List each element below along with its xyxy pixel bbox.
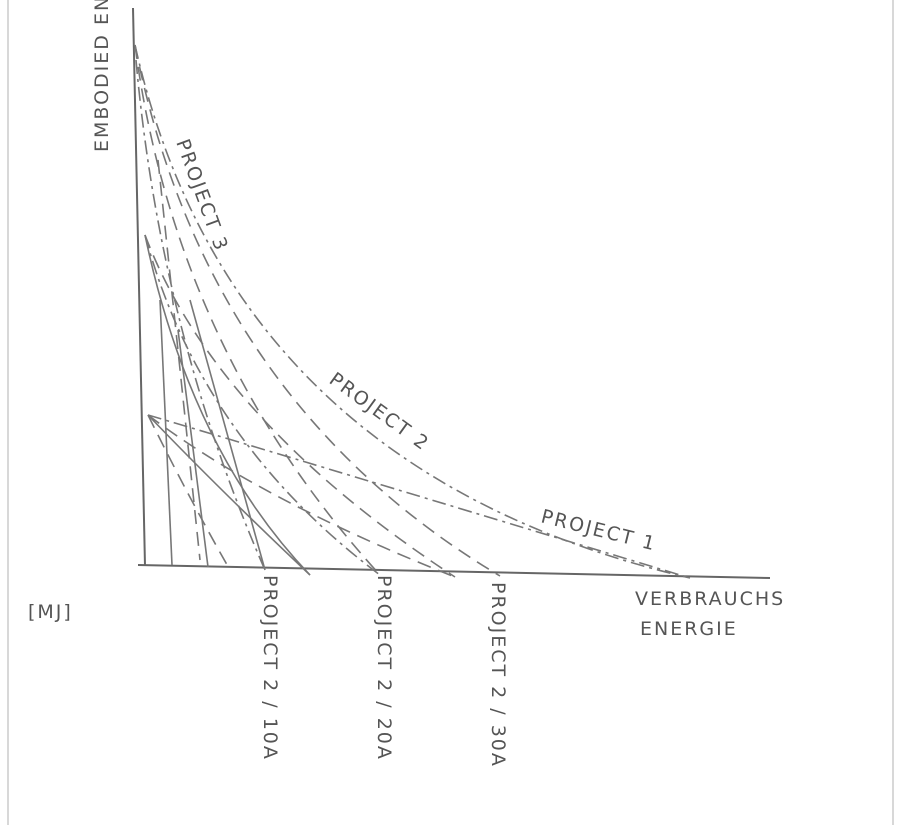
curves [135,45,690,578]
curve [135,45,690,578]
project-2-30a-label: PROJECT 2 / 30A [487,582,509,768]
unit-label: [MJ] [28,601,73,623]
curve [158,160,200,560]
project-3-label: PROJECT 3 [171,136,232,255]
project-2-label: PROJECT 2 [325,368,434,455]
project-1-label: PROJECT 1 [539,506,659,556]
project-2-20a-label: PROJECT 2 / 20A [373,575,395,761]
curve [145,235,380,575]
curve [178,330,208,567]
project-2-10a-label: PROJECT 2 / 10A [259,575,281,761]
x-axis-label-line: ENERGIE [640,618,738,640]
curve [160,300,172,565]
x-axis-label: VERBRAUCHS ENERGIE [635,588,785,640]
x-axis-label-line: VERBRAUCHS [635,588,785,610]
curve [148,415,230,570]
y-axis-label: EMBODIED ENERGY [91,0,113,152]
sketch: EMBODIED ENERGY [MJ] PROJECT 3 PROJECT 2… [0,0,901,825]
curve [190,300,265,570]
